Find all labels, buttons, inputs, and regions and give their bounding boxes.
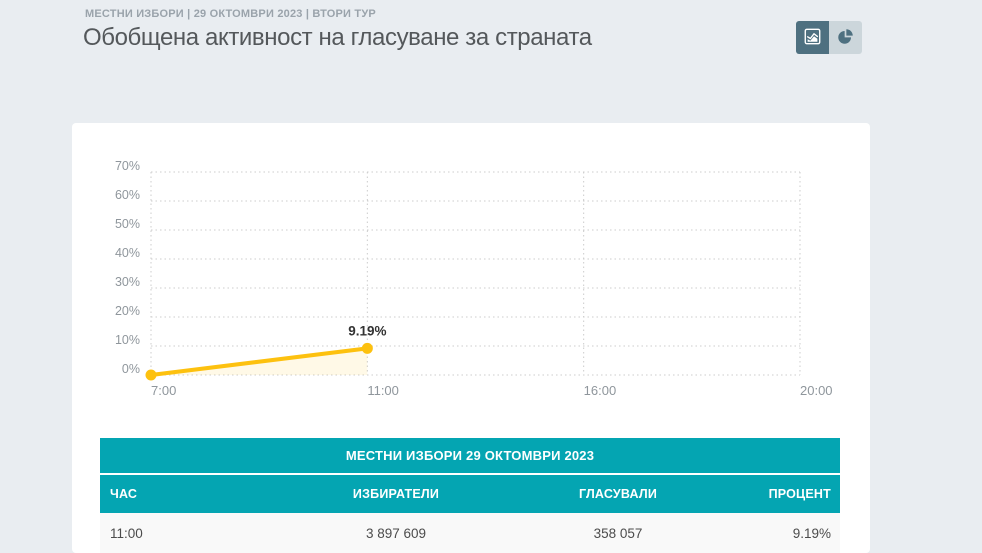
content-card: 70% 60% 50% 40% 30% 20% 10% 0% 7:00 11:00 16:00 20:… (72, 123, 870, 553)
chart-point-label: 9.19% (348, 323, 386, 338)
chart-data-point (361, 342, 373, 354)
y-tick-label: 30% (115, 275, 140, 289)
pie-chart-view-button[interactable] (829, 21, 862, 54)
chart-series-line (149, 346, 370, 377)
x-tick-label: 7:00 (151, 383, 176, 398)
activity-line-chart[interactable]: 70% 60% 50% 40% 30% 20% 10% 0% 7:00 11:00 16:00 20:… (72, 123, 870, 413)
column-header-3: ПРОЦЕНТ (768, 487, 831, 501)
x-tick-label: 20:00 (800, 383, 833, 398)
column-header-1: ИЗБИРАТЕЛИ (352, 487, 440, 501)
y-tick-label: 10% (115, 333, 140, 347)
y-tick-label: 20% (115, 304, 140, 318)
table-header-row: ЧАС ИЗБИРАТЕЛИ ГЛАСУВАЛИ ПРОЦЕНТ (100, 475, 840, 513)
line-chart-icon (804, 28, 821, 48)
x-tick-label: 11:00 (367, 383, 399, 398)
table-cell-1: 3 897 609 (365, 525, 427, 541)
column-header-2: ГЛАСУВАЛИ (578, 487, 658, 501)
x-tick-label: 16:00 (584, 383, 617, 398)
chart-data-point (145, 369, 157, 381)
table-cell-2: 358 057 (593, 525, 643, 541)
view-toggle-group (796, 21, 862, 54)
y-tick-label: 70% (115, 159, 140, 173)
line-chart-view-button[interactable] (796, 21, 829, 54)
y-tick-label: 0% (122, 362, 140, 376)
y-tick-label: 60% (115, 188, 140, 202)
page-title: Обобщена активност на гласуване за стран… (83, 24, 592, 51)
pie-chart-icon (837, 28, 854, 48)
column-header-0: ЧАС (110, 487, 138, 501)
table-title: МЕСТНИ ИЗБОРИ 29 ОКТОМВРИ 2023 (100, 438, 840, 473)
chart-y-axis-labels: 70% 60% 50% 40% 30% 20% 10% 0% (115, 159, 140, 376)
chart-x-axis-labels: 7:00 11:00 16:00 20:00 (151, 383, 833, 398)
y-tick-label: 50% (115, 217, 140, 231)
table-cell-3: 9.19% (792, 525, 831, 541)
activity-table: МЕСТНИ ИЗБОРИ 29 ОКТОМВРИ 2023 ЧАС ИЗБИРА… (100, 438, 840, 553)
y-tick-label: 40% (115, 246, 140, 260)
table-body: 11:00 3 897 609 358 057 9.19% (100, 513, 840, 553)
election-eyebrow: МЕСТНИ ИЗБОРИ | 29 ОКТОМВРИ 2023 | ВТОРИ… (85, 8, 376, 20)
table-cell-0: 11:00 (110, 525, 143, 541)
chart-gridlines (150, 171, 801, 376)
table-row: 11:00 3 897 609 358 057 9.19% (100, 513, 840, 553)
